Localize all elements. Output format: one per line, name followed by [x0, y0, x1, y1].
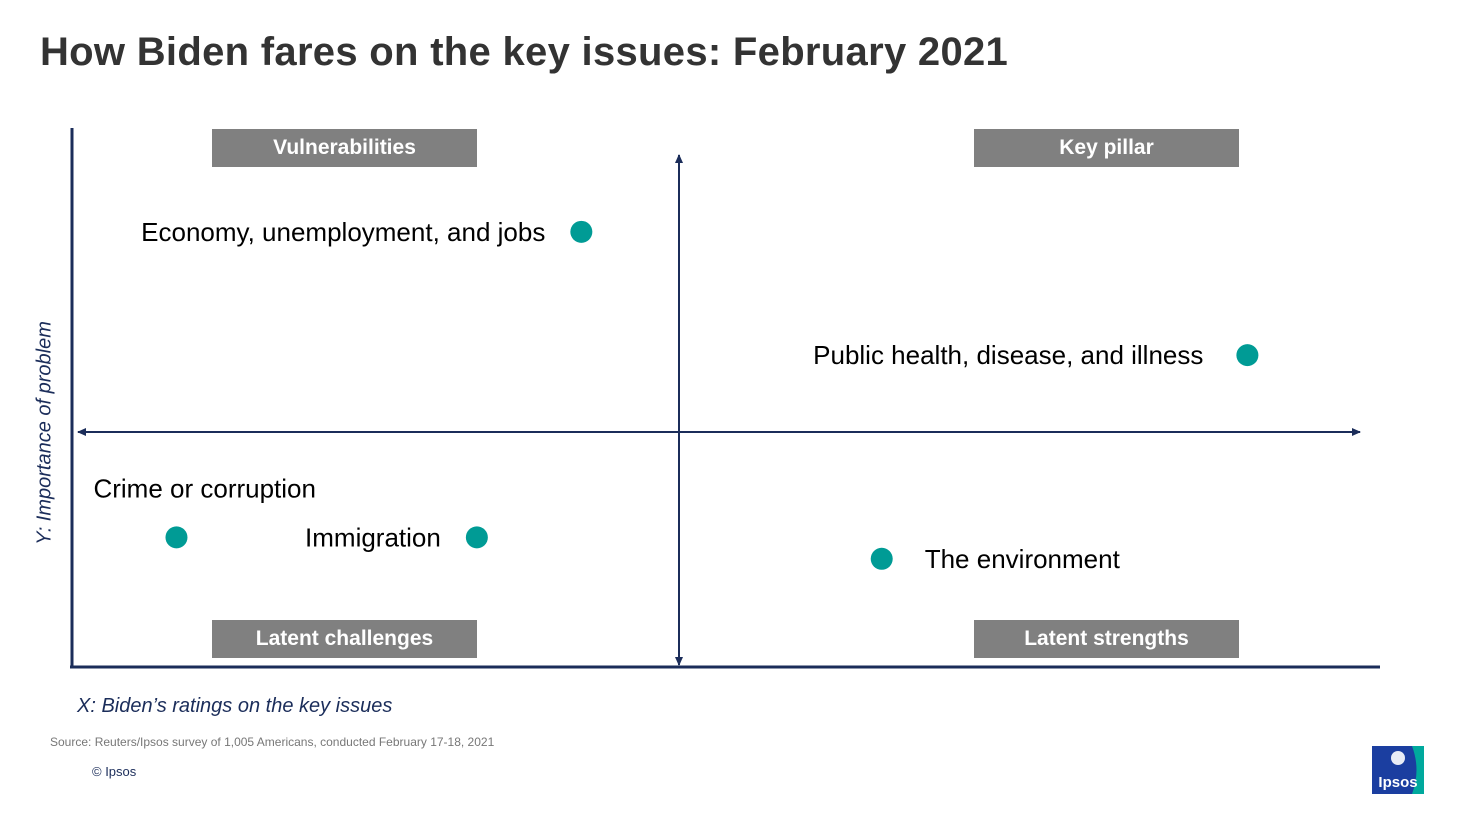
data-point-label: The environment — [925, 544, 1121, 574]
data-point-label: Crime or corruption — [93, 473, 316, 503]
data-point — [465, 526, 488, 549]
source-note: Source: Reuters/Ipsos survey of 1,005 Am… — [50, 735, 495, 749]
chart-title: How Biden fares on the key issues: Febru… — [40, 30, 1009, 74]
quadrant-label-latent-challenges: Latent challenges — [212, 620, 477, 658]
data-point — [570, 220, 593, 243]
ipsos-logo: Ipsos — [1372, 746, 1424, 794]
quadrant-label-key-pillar: Key pillar — [974, 129, 1239, 167]
copyright-text: © Ipsos — [92, 764, 137, 779]
data-point — [165, 526, 188, 549]
y-axis-label: Y: Importance of problem — [33, 321, 56, 545]
quadrant-label-latent-strengths: Latent strengths — [974, 620, 1239, 658]
data-point-label: Economy, unemployment, and jobs — [141, 217, 545, 247]
ipsos-logo-mark — [1372, 746, 1424, 794]
ipsos-logo-text: Ipsos — [1378, 774, 1418, 791]
data-point-label: Public health, disease, and illness — [813, 340, 1203, 370]
x-axis-label: X: Biden’s ratings on the key issues — [77, 695, 393, 717]
data-point-label: Immigration — [305, 522, 441, 552]
data-point — [870, 547, 893, 570]
quadrant-label-vulnerabilities: Vulnerabilities — [212, 129, 477, 167]
data-point — [1236, 344, 1259, 367]
